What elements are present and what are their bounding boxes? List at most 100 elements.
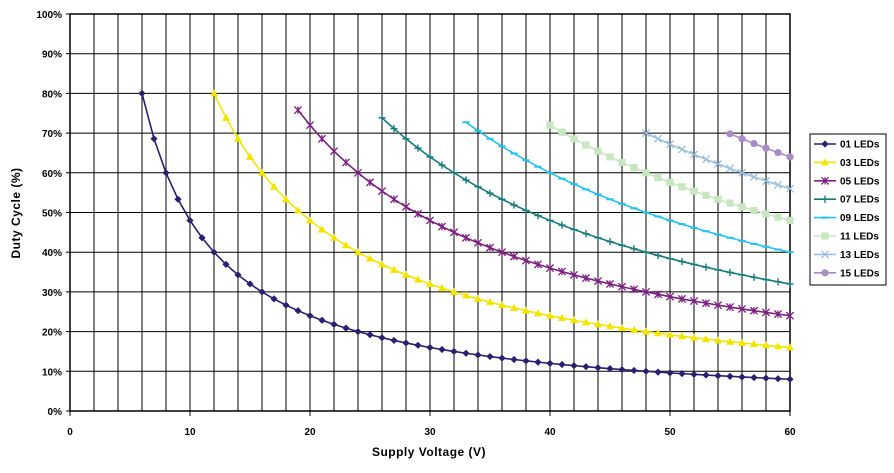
data-point-01-leds	[270, 295, 278, 303]
data-point-05-leds	[641, 287, 651, 296]
data-point-01-leds	[258, 288, 266, 296]
data-point-03-leds	[642, 327, 650, 335]
data-point-01-leds	[282, 301, 290, 309]
data-point-11-leds	[546, 121, 554, 129]
data-point-07-leds	[522, 206, 530, 215]
data-point-01-leds	[390, 336, 398, 345]
data-point-05-leds	[449, 228, 459, 237]
data-point-07-leds	[402, 135, 410, 143]
data-point-05-leds	[617, 282, 627, 291]
legend-item-11-leds: 11 LEDs	[814, 232, 879, 243]
series-13-leds	[641, 129, 795, 193]
data-point-01-leds	[162, 169, 170, 177]
data-point-11-leds	[666, 178, 674, 186]
series-11-leds	[546, 121, 794, 225]
data-point-07-leds	[498, 195, 506, 203]
data-point-07-leds	[714, 266, 722, 274]
data-point-11-leds	[714, 195, 722, 203]
data-point-03-leds	[690, 333, 698, 341]
data-point-01-leds	[678, 370, 686, 378]
data-point-03-leds	[738, 338, 746, 346]
data-point-11-leds	[750, 206, 758, 215]
data-point-05-leds	[689, 297, 699, 306]
x-tick-label: 60	[784, 427, 796, 438]
data-point-05-leds	[545, 264, 555, 273]
data-point-03-leds	[210, 89, 218, 97]
data-point-03-leds	[474, 294, 482, 302]
data-point-07-leds	[618, 241, 626, 249]
data-point-11-leds	[726, 199, 734, 207]
data-point-01-leds	[726, 372, 734, 380]
data-point-05-leds	[521, 256, 531, 265]
data-point-11-leds	[594, 147, 602, 155]
data-point-05-leds	[761, 308, 771, 317]
series-07-leds	[378, 114, 794, 288]
data-point-01-leds	[342, 324, 350, 332]
legend-label: 07 LEDs	[840, 195, 880, 206]
x-tick-label: 50	[664, 427, 676, 438]
y-tick-label: 40%	[42, 248, 62, 259]
data-point-03-leds	[582, 318, 590, 326]
data-point-03-leds	[750, 339, 758, 348]
data-point-03-leds	[390, 265, 398, 273]
x-tick-label: 40	[544, 427, 556, 438]
legend-label: 11 LEDs	[840, 232, 879, 243]
data-point-13-leds	[641, 129, 651, 138]
data-point-05-leds	[461, 233, 471, 242]
data-point-05-leds	[413, 209, 423, 218]
data-point-03-leds	[342, 241, 350, 249]
data-point-03-leds	[654, 329, 662, 337]
data-point-01-leds	[738, 373, 746, 381]
data-point-03-leds	[606, 322, 614, 330]
legend-item-03-leds: 03 LEDs	[814, 158, 880, 169]
data-point-07-leds	[594, 234, 602, 242]
data-point-03-leds	[414, 275, 422, 283]
data-point-07-leds	[570, 225, 578, 234]
data-point-03-leds	[234, 134, 242, 142]
data-point-01-leds	[630, 366, 638, 375]
data-point-01-leds	[558, 360, 566, 369]
data-point-03-leds	[438, 283, 446, 292]
data-point-01-leds	[774, 375, 782, 383]
legend-item-07-leds: 07 LEDs	[814, 195, 880, 206]
data-point-01-leds	[666, 369, 674, 377]
data-point-03-leds	[246, 152, 254, 160]
y-tick-label: 100%	[36, 10, 62, 21]
data-point-13-leds	[785, 184, 795, 193]
data-point-05-leds	[329, 147, 339, 156]
data-point-03-leds	[774, 342, 782, 350]
data-point-01-leds	[426, 343, 434, 352]
data-point-11-leds	[570, 135, 578, 143]
data-point-07-leds	[654, 251, 662, 260]
data-point-01-leds	[714, 372, 722, 380]
data-point-11-leds	[702, 191, 710, 199]
data-point-01-leds	[306, 312, 314, 320]
data-point-15-leds	[786, 153, 794, 161]
data-point-01-leds	[198, 234, 206, 242]
data-point-05-leds	[557, 267, 567, 276]
data-point-11-leds	[582, 141, 590, 149]
data-point-03-leds	[222, 113, 230, 121]
data-point-01-leds	[618, 365, 626, 374]
data-point-03-leds	[510, 303, 518, 311]
data-point-07-leds	[774, 278, 782, 286]
data-point-13-leds	[653, 134, 663, 143]
data-point-05-leds	[497, 248, 507, 257]
data-point-05-leds	[653, 290, 663, 299]
legend-label: 15 LEDs	[840, 268, 880, 279]
data-point-01-leds	[318, 316, 326, 324]
data-point-05-leds	[425, 216, 435, 225]
data-point-03-leds	[678, 332, 686, 340]
y-tick-label: 60%	[42, 169, 62, 180]
data-point-01-leds	[642, 367, 650, 375]
data-point-01-leds	[486, 352, 494, 361]
y-tick-label: 20%	[42, 328, 62, 339]
data-point-03-leds	[426, 279, 434, 287]
data-point-05-leds	[317, 134, 327, 143]
legend-item-05-leds: 05 LEDs	[814, 176, 880, 187]
data-point-03-leds	[630, 325, 638, 333]
data-point-11-leds	[678, 183, 686, 191]
